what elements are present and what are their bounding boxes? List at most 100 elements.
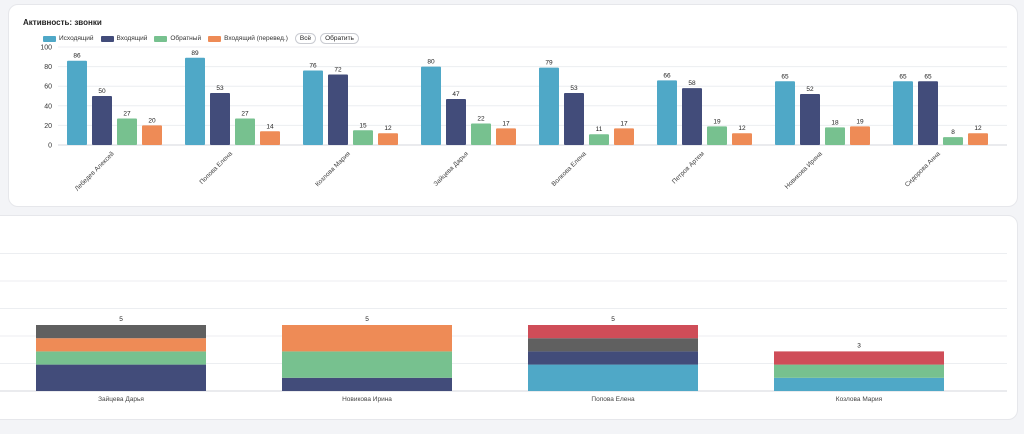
data-label: 15 bbox=[359, 122, 367, 129]
legend-swatch bbox=[100, 35, 114, 42]
x-tick-label: Козлова Мария bbox=[836, 396, 883, 403]
data-label: 8 bbox=[951, 129, 955, 136]
x-tick-label: Волкова Елена bbox=[551, 150, 589, 188]
y-tick-label: 40 bbox=[44, 103, 52, 110]
stacked-bar-chart: 5 Зайцева Дарья 5 Новикова Ирина 5 Попова Еле… bbox=[0, 253, 1007, 403]
bar bbox=[378, 133, 398, 145]
data-label: 22 bbox=[477, 115, 485, 122]
bar bbox=[732, 133, 752, 145]
bar bbox=[800, 94, 820, 145]
legend-swatch bbox=[208, 35, 222, 42]
legend-item-incoming[interactable]: Входящий bbox=[100, 35, 147, 42]
bar bbox=[328, 74, 348, 145]
bar bbox=[235, 118, 255, 145]
bar bbox=[775, 81, 795, 145]
bar bbox=[564, 93, 584, 145]
total-label: 5 bbox=[365, 316, 369, 323]
data-label: 19 bbox=[856, 118, 864, 125]
bar-segment bbox=[282, 377, 452, 391]
bar bbox=[471, 123, 491, 145]
data-label: 11 bbox=[596, 126, 603, 133]
data-label: 66 bbox=[663, 72, 671, 79]
y-tick-label: 60 bbox=[44, 84, 52, 91]
bar bbox=[303, 70, 323, 145]
data-label: 65 bbox=[899, 73, 907, 80]
x-tick-label: Лебедев Алексей bbox=[73, 150, 116, 193]
data-label: 72 bbox=[334, 66, 342, 73]
bar bbox=[539, 67, 559, 145]
legend-swatch bbox=[43, 35, 56, 42]
legend-item-outgoing[interactable]: Исходящий bbox=[43, 35, 94, 42]
bar-segment bbox=[282, 351, 452, 378]
total-label: 3 bbox=[857, 342, 861, 349]
bar bbox=[446, 98, 466, 145]
bar-segment bbox=[36, 351, 206, 365]
bar bbox=[825, 127, 845, 145]
bar bbox=[421, 66, 441, 145]
bar-segment bbox=[282, 325, 452, 352]
bar-segment bbox=[774, 377, 944, 391]
bar bbox=[968, 133, 988, 145]
x-tick-label: Попова Елена bbox=[198, 150, 234, 186]
bar bbox=[92, 96, 112, 145]
bar bbox=[707, 126, 727, 145]
calls-activity-card: Активность: звонки Исходящий Входящий Об… bbox=[8, 4, 1018, 207]
data-label: 20 bbox=[148, 117, 156, 124]
bar bbox=[682, 88, 702, 145]
y-tick-label: 20 bbox=[44, 123, 52, 130]
bar bbox=[589, 134, 609, 145]
data-label: 50 bbox=[98, 88, 106, 95]
legend-label: Исходящий bbox=[59, 35, 94, 42]
legend-label: Обратный bbox=[170, 35, 202, 42]
legend-label: Входящий (перевед.) bbox=[224, 35, 288, 42]
chart-legend: Исходящий Входящий Обратный Входящий (пе… bbox=[43, 33, 363, 44]
x-tick-label: Новикова Ирина bbox=[784, 150, 824, 190]
x-tick-label: Козлова Мария bbox=[314, 150, 352, 188]
invert-selection-button[interactable]: Обратить bbox=[320, 33, 359, 44]
total-label: 5 bbox=[611, 316, 615, 323]
bar-segment bbox=[36, 338, 206, 352]
x-tick-label: Зайцева Дарья bbox=[98, 395, 144, 403]
bar bbox=[850, 126, 870, 145]
data-label: 53 bbox=[570, 85, 578, 92]
bar-segment bbox=[528, 364, 698, 391]
data-label: 89 bbox=[191, 50, 199, 57]
bar bbox=[496, 128, 516, 145]
bar bbox=[943, 137, 963, 145]
data-label: 18 bbox=[831, 119, 839, 126]
select-all-button[interactable]: Всё bbox=[294, 33, 317, 44]
bar bbox=[210, 93, 230, 145]
bar-segment bbox=[774, 364, 944, 378]
bar bbox=[185, 57, 205, 145]
data-label: 58 bbox=[688, 80, 696, 87]
bar bbox=[657, 80, 677, 145]
x-tick-label: Сидорова Анна bbox=[904, 150, 942, 188]
data-label: 17 bbox=[502, 120, 510, 127]
bar-segment bbox=[36, 325, 206, 339]
data-label: 53 bbox=[216, 85, 224, 92]
legend-item-incoming-transferred[interactable]: Входящий (перевед.) bbox=[208, 35, 288, 42]
stacked-chart-card: 5 Зайцева Дарья 5 Новикова Ирина 5 Попова Еле… bbox=[0, 215, 1018, 420]
bar bbox=[67, 60, 87, 145]
data-label: 79 bbox=[545, 60, 553, 67]
data-label: 47 bbox=[452, 91, 460, 98]
x-tick-label: Петров Артем bbox=[671, 150, 706, 185]
total-label: 5 bbox=[119, 316, 123, 323]
bar bbox=[918, 81, 938, 145]
legend-item-callback[interactable]: Обратный bbox=[154, 35, 201, 42]
x-tick-label: Зайцева Дарья bbox=[432, 149, 470, 187]
bar bbox=[353, 130, 373, 145]
y-tick-label: 100 bbox=[40, 45, 52, 52]
data-label: 12 bbox=[738, 125, 746, 132]
bar-segment bbox=[528, 351, 698, 365]
bar bbox=[260, 131, 280, 145]
x-tick-label: Новикова Ирина bbox=[342, 396, 392, 403]
chart-title: Активность: звонки bbox=[23, 18, 102, 27]
bar-segment bbox=[528, 325, 698, 339]
bar-segment bbox=[528, 338, 698, 352]
calls-bar-chart: 0 20 40 60 80 100 86 50 27 20 Лебедев Алексей 89 53 2… bbox=[40, 45, 1007, 193]
data-label: 12 bbox=[384, 125, 392, 132]
y-tick-label: 80 bbox=[44, 64, 52, 71]
legend-swatch bbox=[154, 35, 168, 42]
bar bbox=[614, 128, 634, 145]
